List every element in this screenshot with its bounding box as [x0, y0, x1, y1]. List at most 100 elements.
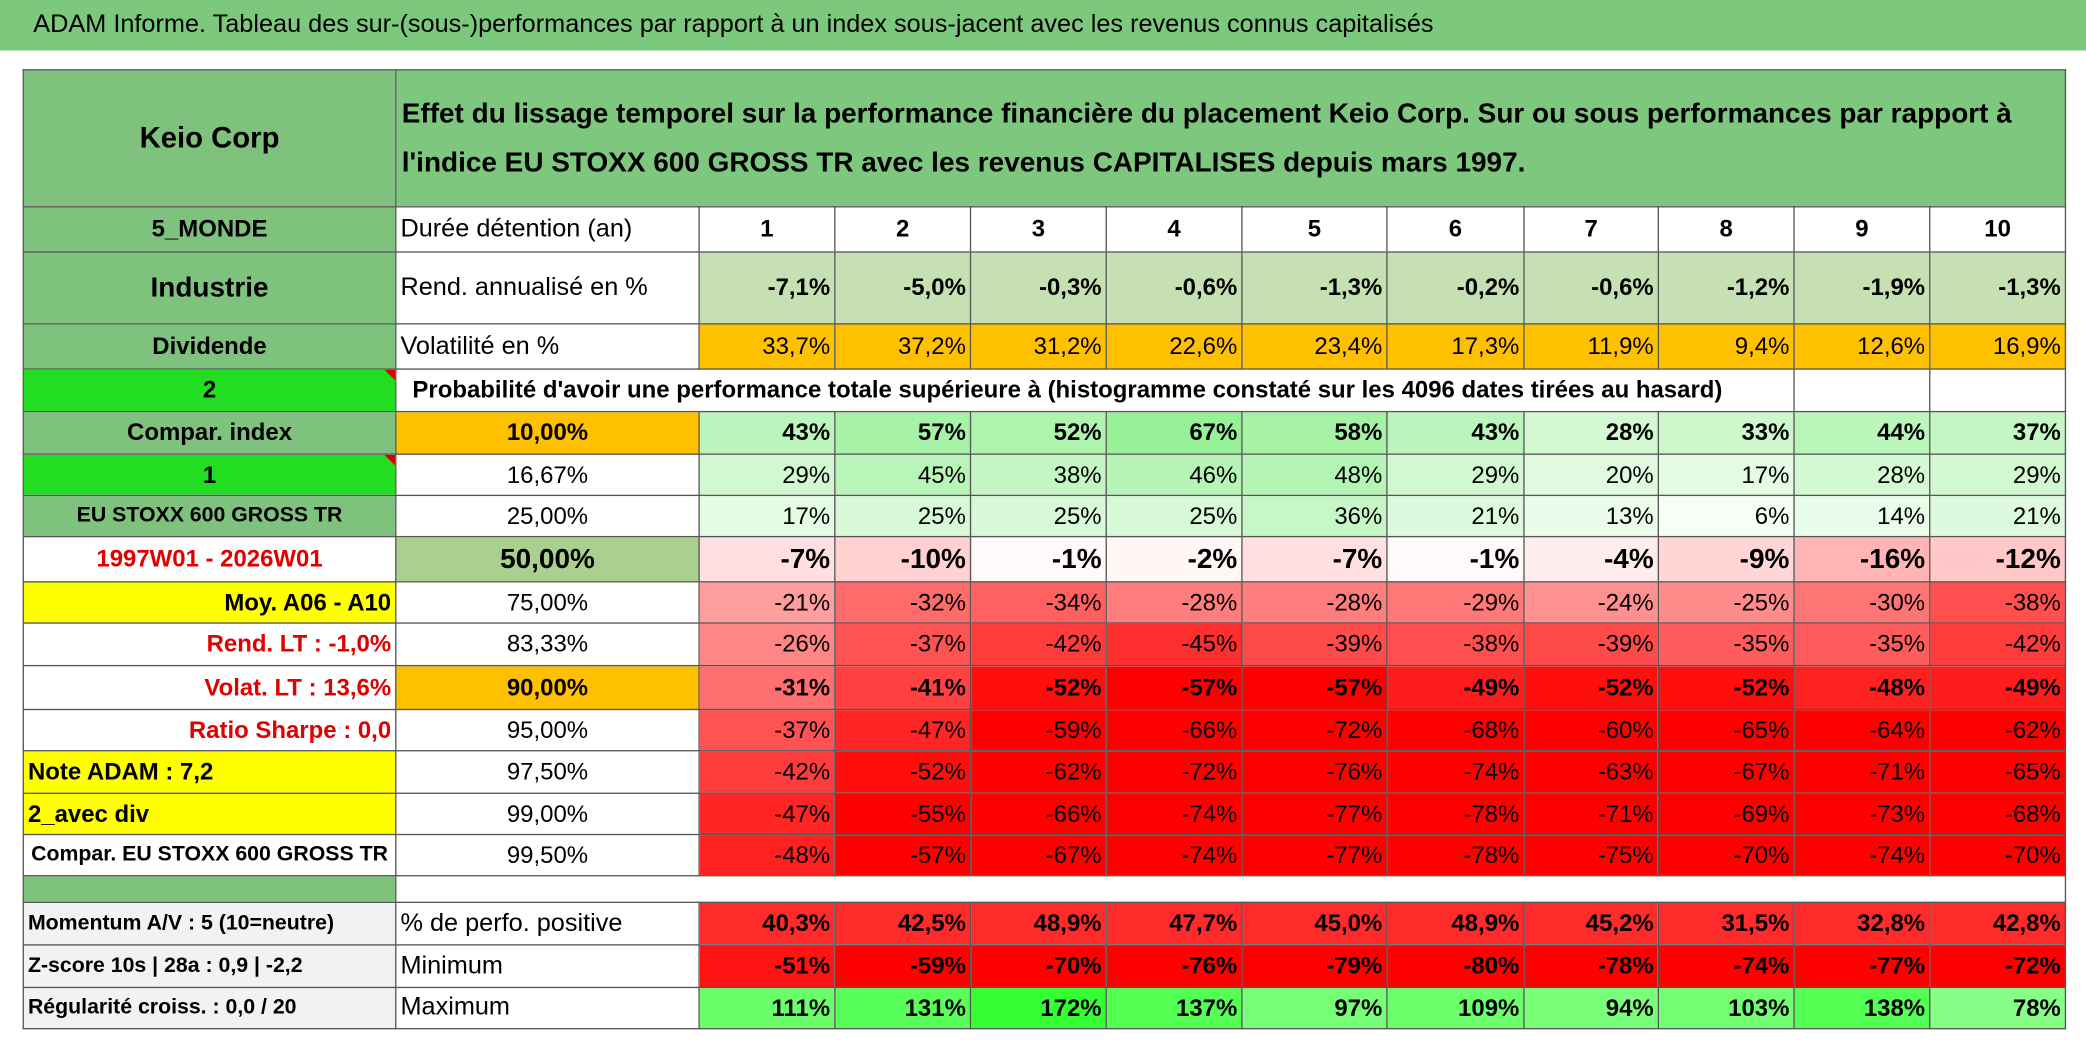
value-cell: 43% — [698, 410, 836, 455]
value-cell: -74% — [1793, 833, 1931, 877]
percentile: 97,50% — [395, 750, 700, 794]
value-cell: -72% — [1105, 750, 1243, 794]
value-cell: -74% — [1105, 792, 1243, 836]
table-row: Compar. index 10,00% 43% 57% 52% 67% 58% 43% 28%… — [22, 410, 2067, 455]
value-cell: -0,2% — [1386, 251, 1525, 325]
value-cell: 58% — [1241, 410, 1388, 455]
value-cell: 25% — [969, 494, 1107, 538]
value-cell: -72% — [1241, 708, 1388, 752]
value-cell: -32% — [834, 581, 972, 624]
stat-value: -78% — [1523, 944, 1660, 989]
duration: 8 — [1657, 206, 1795, 253]
value-cell: -38% — [1929, 581, 2067, 624]
value-cell: -68% — [1929, 792, 2067, 836]
value-cell: -0,6% — [1105, 251, 1243, 325]
duration: 6 — [1386, 206, 1525, 253]
row-header: EU STOXX 600 GROSS TR — [22, 494, 397, 538]
table-row: 5_MONDE Durée détention (an) 1 2 3 4 5 6 7 8 9 10 — [22, 206, 2067, 253]
value-cell: -64% — [1793, 708, 1931, 752]
stat-label: Minimum — [395, 944, 700, 989]
row-header: Moy. A06 - A10 — [22, 581, 397, 624]
value-cell: -42% — [969, 622, 1107, 667]
duration: 9 — [1793, 206, 1931, 253]
value-cell: 14% — [1793, 494, 1931, 538]
stat-value: 42,8% — [1929, 901, 2067, 946]
row-header: Ratio Sharpe : 0,0 — [22, 708, 397, 752]
table-row: Momentum A/V : 5 (10=neutre)% de perfo. … — [22, 901, 2067, 946]
value-cell: 38% — [969, 453, 1107, 497]
value-cell: -76% — [1241, 750, 1388, 794]
percentile: 10,00% — [395, 410, 700, 455]
value-cell: -48% — [1793, 664, 1931, 711]
percentile: 99,00% — [395, 792, 700, 836]
value-cell: -28% — [1241, 581, 1388, 624]
value-cell: -52% — [834, 750, 972, 794]
value-cell: -0,3% — [969, 251, 1107, 325]
value-cell: -31% — [698, 664, 836, 711]
value-cell: 20% — [1523, 453, 1660, 497]
stat-value: -59% — [834, 944, 972, 989]
stat-value: 109% — [1386, 986, 1525, 1030]
value-cell: -7% — [698, 535, 836, 583]
value-cell: -49% — [1929, 664, 2067, 711]
value-cell: 23,4% — [1241, 323, 1388, 370]
value-cell: -59% — [969, 708, 1107, 752]
stat-value: 138% — [1793, 986, 1931, 1030]
table-row: Régularité croiss. : 0,0 / 20 Maximum 111%… — [22, 986, 2067, 1030]
stat-value: -72% — [1929, 944, 2067, 989]
value-cell: -1% — [1386, 535, 1525, 583]
value-cell: 28% — [1523, 410, 1660, 455]
table-description: Effet du lissage temporel sur la perform… — [395, 69, 2067, 208]
row-header: 1 — [22, 453, 397, 497]
row-header: Volat. LT : 13,6% — [22, 664, 397, 711]
value-cell: 22,6% — [1105, 323, 1243, 370]
value-cell: -21% — [698, 581, 836, 624]
stat-value: -79% — [1241, 944, 1388, 989]
value-cell: 9,4% — [1657, 323, 1795, 370]
stat-value: 45,0% — [1241, 901, 1388, 946]
value-cell: -24% — [1523, 581, 1660, 624]
value-cell: -52% — [1523, 664, 1660, 711]
table-row: Z-score 10s | 28a : 0,9 | -2,2 Minimum -51… — [22, 944, 2067, 989]
value-cell: -42% — [698, 750, 836, 794]
value-cell: -57% — [834, 833, 972, 877]
value-cell: -42% — [1929, 622, 2067, 667]
value-cell: -39% — [1523, 622, 1660, 667]
value-cell: 67% — [1105, 410, 1243, 455]
stat-value: 111% — [698, 986, 836, 1030]
table-row: Keio Corp Effet du lissage temporel sur l… — [22, 69, 2067, 208]
value-cell: 25% — [834, 494, 972, 538]
value-cell: -37% — [698, 708, 836, 752]
stat-value: 32,8% — [1793, 901, 1931, 946]
row-header: 2 — [22, 368, 397, 413]
value-cell: -30% — [1793, 581, 1931, 624]
row-header: Dividende — [22, 323, 397, 370]
duration: 10 — [1929, 206, 2067, 253]
row-header: 5_MONDE — [22, 206, 397, 253]
value-cell: -1,2% — [1657, 251, 1795, 325]
duration: 5 — [1241, 206, 1388, 253]
stat-label: Maximum — [395, 986, 700, 1030]
table-row: Moy. A06 - A10 75,00% -21% -32% -34% -28% -28%… — [22, 581, 2067, 624]
percentile: 16,67% — [395, 453, 700, 497]
spacer — [395, 875, 2067, 904]
value-cell: -60% — [1523, 708, 1660, 752]
row-header: Compar. EU STOXX 600 GROSS TR — [22, 833, 397, 877]
value-cell: -26% — [698, 622, 836, 667]
value-cell: -48% — [698, 833, 836, 877]
row-label: Durée détention (an) — [395, 206, 700, 253]
stat-value: 97% — [1241, 986, 1388, 1030]
value-cell: -71% — [1793, 750, 1931, 794]
report-title: ADAM Informe. Tableau des sur-(sous-)per… — [33, 10, 1434, 39]
value-cell: 31,2% — [969, 323, 1107, 370]
value-cell: -28% — [1105, 581, 1243, 624]
value-cell: 13% — [1523, 494, 1660, 538]
value-cell: -47% — [698, 792, 836, 836]
row-header: 2_avec div — [22, 792, 397, 836]
row-header: Compar. index — [22, 410, 397, 455]
percentile: 75,00% — [395, 581, 700, 624]
value-cell: -34% — [969, 581, 1107, 624]
table-row: 1997W01 - 2026W01 50,00% -7% -10% -1% -2% -7% -… — [22, 535, 2067, 583]
